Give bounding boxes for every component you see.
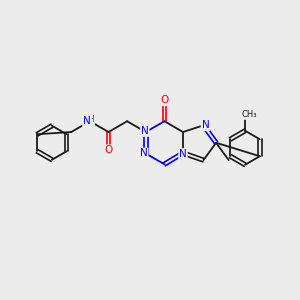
Text: H: H [88, 115, 94, 124]
Text: CH₃: CH₃ [242, 110, 257, 119]
Text: O: O [160, 95, 169, 105]
Text: N: N [179, 149, 187, 159]
Text: N: N [83, 116, 91, 126]
Text: O: O [104, 145, 112, 155]
Text: N: N [140, 148, 148, 158]
Text: N: N [141, 126, 148, 136]
Text: N: N [202, 120, 209, 130]
